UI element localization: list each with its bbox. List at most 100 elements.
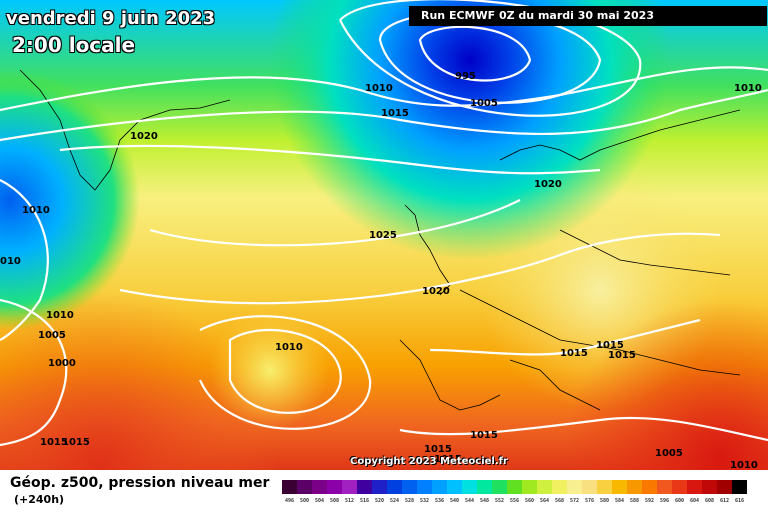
isobar-label: 1005 bbox=[470, 98, 498, 109]
scandinavia-coast bbox=[499, 109, 741, 161]
scale-tick-label: 532 bbox=[419, 498, 430, 504]
scale-tick-label: 560 bbox=[524, 498, 535, 504]
forecast-date: vendredi 9 juin 2023 bbox=[6, 8, 216, 29]
isobar-1010-west bbox=[0, 179, 49, 341]
scale-swatch bbox=[387, 480, 402, 494]
isobar-label: 1015 bbox=[596, 340, 624, 351]
isobar-label: 1015 bbox=[560, 348, 588, 359]
scale-tick-label: 580 bbox=[599, 498, 610, 504]
scale-swatch bbox=[477, 480, 492, 494]
scale-swatch bbox=[657, 480, 672, 494]
geopotential-map: 995 1005 1010 1015 1020 1010 1020 1025 1… bbox=[0, 0, 768, 470]
legend-bar: Géop. z500, pression niveau mer (+240h) … bbox=[0, 470, 768, 512]
scale-swatch bbox=[507, 480, 522, 494]
scale-swatch bbox=[297, 480, 312, 494]
scale-tick-label: 568 bbox=[554, 498, 565, 504]
isobar-1005 bbox=[339, 0, 642, 117]
isobar-label: 1020 bbox=[534, 179, 562, 190]
isobar-label: 995 bbox=[455, 71, 476, 82]
scale-swatch bbox=[402, 480, 417, 494]
scale-tick-label: 604 bbox=[689, 498, 700, 504]
scale-tick-label: 572 bbox=[569, 498, 580, 504]
isobar-label: 1015 bbox=[608, 350, 636, 361]
scale-swatch bbox=[357, 480, 372, 494]
isobar-label: 1015 bbox=[40, 437, 68, 448]
isobar-label: 010 bbox=[0, 256, 21, 267]
scale-swatch bbox=[417, 480, 432, 494]
scale-tick-label: 612 bbox=[719, 498, 730, 504]
isobar-label: 1010 bbox=[730, 460, 758, 470]
scale-swatch bbox=[672, 480, 687, 494]
scale-tick-label: 524 bbox=[389, 498, 400, 504]
isobar-label: 1015 bbox=[434, 454, 462, 465]
scale-swatch bbox=[447, 480, 462, 494]
scale-tick-label: 496 bbox=[284, 498, 295, 504]
isobar-label: 1015 bbox=[424, 444, 452, 455]
isobar-1020-south bbox=[119, 232, 721, 305]
scale-tick-label: 616 bbox=[734, 498, 745, 504]
color-scale-labels: 496 500 504 508 512 516 520 524 528 532 536 540 544 5… bbox=[282, 498, 747, 504]
scale-swatch bbox=[342, 480, 357, 494]
isobar-label: 1010 bbox=[275, 342, 303, 353]
italy-coast bbox=[509, 359, 601, 411]
baltic-coast bbox=[559, 229, 731, 276]
scale-tick-label: 600 bbox=[674, 498, 685, 504]
scale-tick-label: 512 bbox=[344, 498, 355, 504]
coastlines bbox=[19, 69, 741, 411]
isobar-label: 1020 bbox=[422, 286, 450, 297]
isobar-label: 1025 bbox=[369, 230, 397, 241]
scale-tick-label: 552 bbox=[494, 498, 505, 504]
scale-tick-label: 540 bbox=[449, 498, 460, 504]
scale-swatch bbox=[537, 480, 552, 494]
scale-swatch bbox=[522, 480, 537, 494]
model-run-banner: Run ECMWF 0Z du mardi 30 mai 2023 bbox=[409, 6, 767, 26]
isobar-1015-outer bbox=[198, 315, 372, 430]
scale-swatch bbox=[432, 480, 447, 494]
scale-swatch bbox=[552, 480, 567, 494]
scale-swatch bbox=[732, 480, 747, 494]
scale-swatch bbox=[582, 480, 597, 494]
isobar-1015-med bbox=[429, 318, 701, 356]
scale-swatch bbox=[687, 480, 702, 494]
scale-tick-label: 576 bbox=[584, 498, 595, 504]
scale-swatch bbox=[567, 480, 582, 494]
greenland-coast bbox=[19, 69, 231, 191]
isobar-label: 1020 bbox=[130, 131, 158, 142]
scale-tick-label: 584 bbox=[614, 498, 625, 504]
scale-swatch bbox=[327, 480, 342, 494]
scale-swatch bbox=[312, 480, 327, 494]
isobar-995 bbox=[418, 25, 532, 82]
scale-tick-label: 544 bbox=[464, 498, 475, 504]
scale-tick-label: 536 bbox=[434, 498, 445, 504]
isobar-label: 1015 bbox=[62, 437, 90, 448]
scale-swatch bbox=[282, 480, 297, 494]
europe-coast bbox=[459, 289, 741, 376]
scale-swatch bbox=[492, 480, 507, 494]
scale-tick-label: 516 bbox=[359, 498, 370, 504]
isobar-label: 1010 bbox=[365, 83, 393, 94]
isobar-labels: 995 1005 1010 1015 1020 1010 1020 1025 1… bbox=[0, 71, 762, 470]
scale-swatch bbox=[717, 480, 732, 494]
scale-tick-label: 520 bbox=[374, 498, 385, 504]
scale-tick-label: 500 bbox=[299, 498, 310, 504]
scale-tick-label: 592 bbox=[644, 498, 655, 504]
isobar-1010-north bbox=[0, 66, 768, 112]
isobar-label: 1010 bbox=[22, 205, 50, 216]
color-scale bbox=[282, 480, 747, 494]
copyright-notice: Copyright 2023 Meteociel.fr bbox=[350, 456, 508, 467]
scale-tick-label: 596 bbox=[659, 498, 670, 504]
isobar-label: 1005 bbox=[38, 330, 66, 341]
scale-swatch bbox=[642, 480, 657, 494]
isobar-label: 1000 bbox=[48, 358, 76, 369]
isobars bbox=[0, 0, 768, 445]
isobar-1015-north bbox=[0, 88, 768, 142]
isobar-1020-north bbox=[59, 144, 601, 175]
scale-tick-label: 556 bbox=[509, 498, 520, 504]
scale-tick-label: 564 bbox=[539, 498, 550, 504]
scale-swatch bbox=[462, 480, 477, 494]
iberia-coast bbox=[399, 339, 501, 411]
scale-tick-label: 508 bbox=[329, 498, 340, 504]
scale-swatch bbox=[627, 480, 642, 494]
isobar-1025 bbox=[149, 199, 521, 247]
